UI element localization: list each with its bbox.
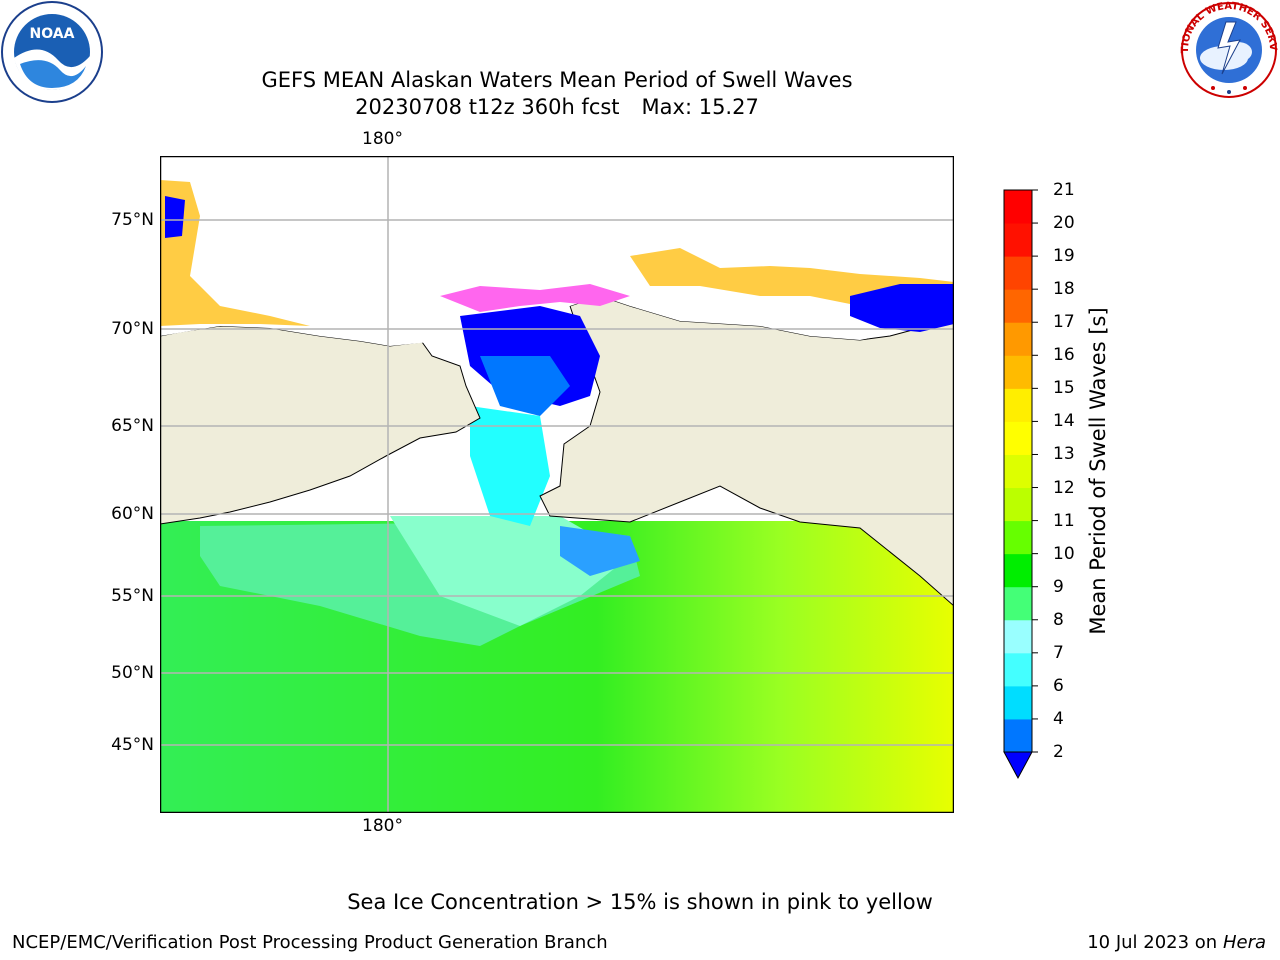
colorbar-tick-label: 11 <box>1053 510 1075 531</box>
colorbar-tick-label: 17 <box>1053 312 1075 333</box>
lat-label-55: 55°N <box>111 586 154 606</box>
colorbar-tick-label: 13 <box>1053 444 1075 465</box>
colorbar-segment <box>1004 553 1032 588</box>
beaufort-swell-blue <box>850 284 954 332</box>
nws-logo: NATIONAL WEATHER SERVICE <box>1178 0 1278 98</box>
colorbar-tick-label: 12 <box>1053 477 1075 498</box>
colorbar-tick-label: 15 <box>1053 378 1075 399</box>
colorbar-frame <box>1003 189 1033 753</box>
arctic-open-water <box>160 176 954 346</box>
colorbar-tick-label: 21 <box>1053 180 1075 200</box>
forecast-date: 20230708 t12z 360h fcst <box>355 95 620 119</box>
colorbar-segment <box>1004 256 1032 290</box>
colorbar-under-arrow <box>1003 751 1033 780</box>
colorbar-segment <box>1004 487 1032 522</box>
colorbar-tick-label: 8 <box>1053 609 1064 630</box>
colorbar-segment <box>1004 652 1032 687</box>
lon-label-bottom: 180° <box>362 816 403 836</box>
lat-label-70: 70°N <box>111 319 154 339</box>
colorbar-tick-label: 7 <box>1053 642 1064 663</box>
colorbar-tick-label: 20 <box>1053 213 1075 234</box>
ice-edge-blue <box>165 196 185 238</box>
bristol-bay-swell <box>560 526 640 576</box>
colorbar-tick-label: 6 <box>1053 675 1064 696</box>
lat-label-75: 75°N <box>111 210 154 230</box>
colorbar-tick-label: 9 <box>1053 576 1064 597</box>
colorbar-tick-label: 16 <box>1053 345 1075 366</box>
chart-subtitle: 20230708 t12z 360h fcst Max: 15.27 <box>157 94 957 120</box>
sea-ice-chukchi <box>440 284 630 312</box>
colorbar-segment <box>1004 520 1032 555</box>
map-panel <box>160 156 954 813</box>
lat-label-50: 50°N <box>111 663 154 683</box>
colorbar-segment <box>1004 190 1032 224</box>
max-value: Max: 15.27 <box>641 95 759 119</box>
chukchi-swell-light <box>480 356 570 416</box>
noaa-logo: NOAA <box>1 1 103 103</box>
colorbar <box>1003 189 1038 780</box>
colorbar-tick-label: 10 <box>1053 543 1075 564</box>
colorbar-tick-label: 2 <box>1053 742 1064 762</box>
lat-label-45: 45°N <box>111 735 154 755</box>
chart-title: GEFS MEAN Alaskan Waters Mean Period of … <box>261 68 853 92</box>
colorbar-tick-label: 14 <box>1053 411 1075 432</box>
colorbar-tick-label: 19 <box>1053 246 1075 267</box>
map-gridlines <box>160 156 954 813</box>
colorbar-segment <box>1004 421 1032 455</box>
lat-label-65: 65°N <box>111 416 154 436</box>
footer-date: 10 Jul 2023 on Hera <box>1087 932 1266 953</box>
footer-host: Hera <box>1222 932 1266 953</box>
footer-credit: NCEP/EMC/Verification Post Processing Pr… <box>12 932 608 953</box>
colorbar-tick-label: 18 <box>1053 279 1075 300</box>
colorbar-segment <box>1004 619 1032 654</box>
colorbar-segment <box>1004 289 1032 323</box>
colorbar-segment <box>1004 388 1032 422</box>
colorbar-segment <box>1004 718 1032 753</box>
colorbar-segment <box>1004 223 1032 257</box>
map-border <box>160 156 954 813</box>
colorbar-segment <box>1004 355 1032 389</box>
colorbar-segment <box>1004 685 1032 720</box>
noaa-logo-text: NOAA <box>30 26 75 42</box>
colorbar-segment <box>1004 322 1032 356</box>
footer-date-text: 10 Jul 2023 on <box>1087 932 1218 953</box>
colorbar-label: Mean Period of Swell Waves [s] <box>1086 307 1110 635</box>
colorbar-tick-label: 4 <box>1053 708 1064 729</box>
sea-ice-west <box>160 180 310 326</box>
colorbar-segment <box>1004 586 1032 621</box>
colorbar-segment <box>1004 454 1032 489</box>
lon-label-top: 180° <box>362 129 403 149</box>
sea-ice-note: Sea Ice Concentration > 15% is shown in … <box>347 890 933 914</box>
bering-strait-swell <box>470 406 550 526</box>
land-alaska <box>539 295 954 607</box>
lat-label-60: 60°N <box>111 504 154 524</box>
